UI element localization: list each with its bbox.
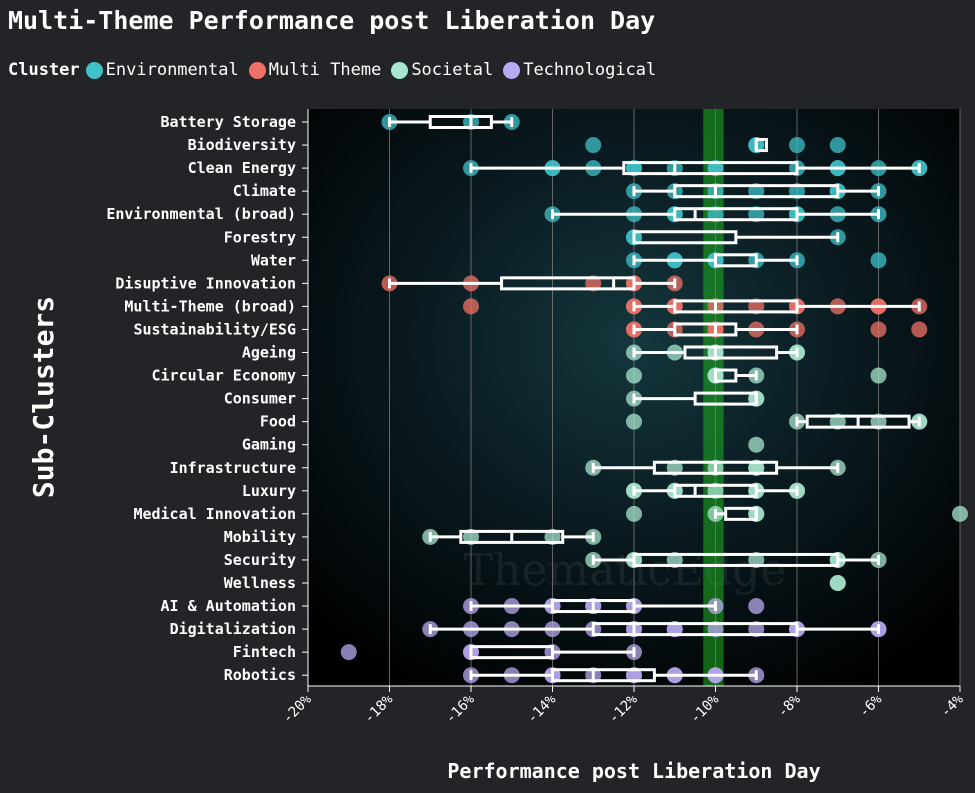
y-tick-label: Sustainability/ESG <box>133 320 296 338</box>
box-iqr <box>673 483 758 498</box>
legend: Cluster Environmental Multi Theme Societ… <box>8 60 666 80</box>
legend-label: Multi Theme <box>268 60 382 80</box>
box-iqr <box>673 184 840 199</box>
y-tick-label: Food <box>260 413 296 431</box>
y-tick-label: Consumer <box>224 390 296 408</box>
box-iqr <box>591 622 799 637</box>
y-tick-label: Multi-Theme (broad) <box>124 297 296 315</box>
x-tick-label: -20% <box>280 691 316 727</box>
y-tick-label: Water <box>251 251 296 269</box>
x-tick-label: -6% <box>856 691 886 721</box>
box-iqr <box>683 345 779 360</box>
y-tick-label: Infrastructure <box>170 459 296 477</box>
box-iqr <box>622 161 799 176</box>
x-tick-label: -14% <box>524 691 560 727</box>
legend-swatch <box>85 61 103 79</box>
legend-swatch <box>503 61 521 79</box>
y-tick-label: Disuptive Innovation <box>115 274 296 292</box>
y-tick-label: Fintech <box>233 643 296 661</box>
data-point <box>829 575 846 591</box>
y-tick-label: Digitalization <box>170 620 296 638</box>
legend-title: Cluster <box>8 60 80 80</box>
box-iqr <box>500 276 636 291</box>
y-tick-label: Luxury <box>242 482 296 500</box>
data-point <box>870 321 887 338</box>
box-iqr <box>551 668 656 683</box>
legend-label: Technological <box>523 60 657 80</box>
data-point <box>626 505 642 522</box>
legend-swatch <box>248 61 266 79</box>
data-point <box>340 644 357 661</box>
y-axis-label: Sub-Clusters <box>27 296 60 498</box>
legend-item-multi-theme[interactable]: Multi Theme <box>248 60 382 80</box>
y-tick-label: Wellness <box>224 574 296 592</box>
legend-label: Societal <box>411 60 494 80</box>
legend-item-societal[interactable]: Societal <box>391 60 493 80</box>
data-point <box>870 367 887 384</box>
data-point <box>463 298 479 315</box>
x-tick-label: -18% <box>361 691 397 727</box>
y-tick-label: Clean Energy <box>188 159 296 177</box>
box-iqr <box>673 207 799 222</box>
legend-swatch <box>391 61 409 79</box>
y-tick-label: Climate <box>233 182 296 200</box>
y-tick-label: AI & Automation <box>161 597 296 615</box>
x-tick-label: -16% <box>443 691 479 727</box>
data-point <box>585 137 602 154</box>
x-axis-label: Performance post Liberation Day <box>447 759 820 783</box>
y-tick-label: Robotics <box>224 666 296 684</box>
y-tick-label: Medical Innovation <box>133 505 296 523</box>
legend-item-technological[interactable]: Technological <box>503 60 656 80</box>
x-tick-label: -10% <box>687 691 723 727</box>
data-point <box>789 137 805 154</box>
data-point <box>829 137 846 154</box>
box-iqr <box>673 322 738 337</box>
legend-item-environmental[interactable]: Environmental <box>85 60 239 80</box>
x-tick-label: -4% <box>938 691 968 721</box>
data-point <box>911 321 928 338</box>
chart-title: Multi-Theme Performance post Liberation … <box>8 6 656 35</box>
y-tick-label: Security <box>224 551 296 569</box>
y-tick-label: Gaming <box>242 436 296 454</box>
data-point <box>626 413 642 430</box>
data-point <box>748 598 765 615</box>
y-tick-label: Biodiversity <box>188 136 296 154</box>
y-tick-label: Battery Storage <box>161 113 296 131</box>
legend-label: Environmental <box>105 60 239 80</box>
x-tick-label: -8% <box>775 691 805 721</box>
box-iqr <box>428 115 493 129</box>
y-tick-label: Mobility <box>224 528 296 546</box>
box-iqr <box>673 299 799 314</box>
data-point <box>952 505 968 522</box>
watermark: ThematicEdge <box>464 545 787 596</box>
data-point <box>870 252 887 269</box>
y-tick-label: Environmental (broad) <box>106 205 296 223</box>
y-tick-label: Circular Economy <box>152 367 297 385</box>
data-point <box>748 436 765 453</box>
y-tick-label: Forestry <box>224 228 296 246</box>
data-point <box>626 367 642 384</box>
y-tick-label: Ageing <box>242 344 296 362</box>
x-tick-label: -12% <box>606 691 642 727</box>
